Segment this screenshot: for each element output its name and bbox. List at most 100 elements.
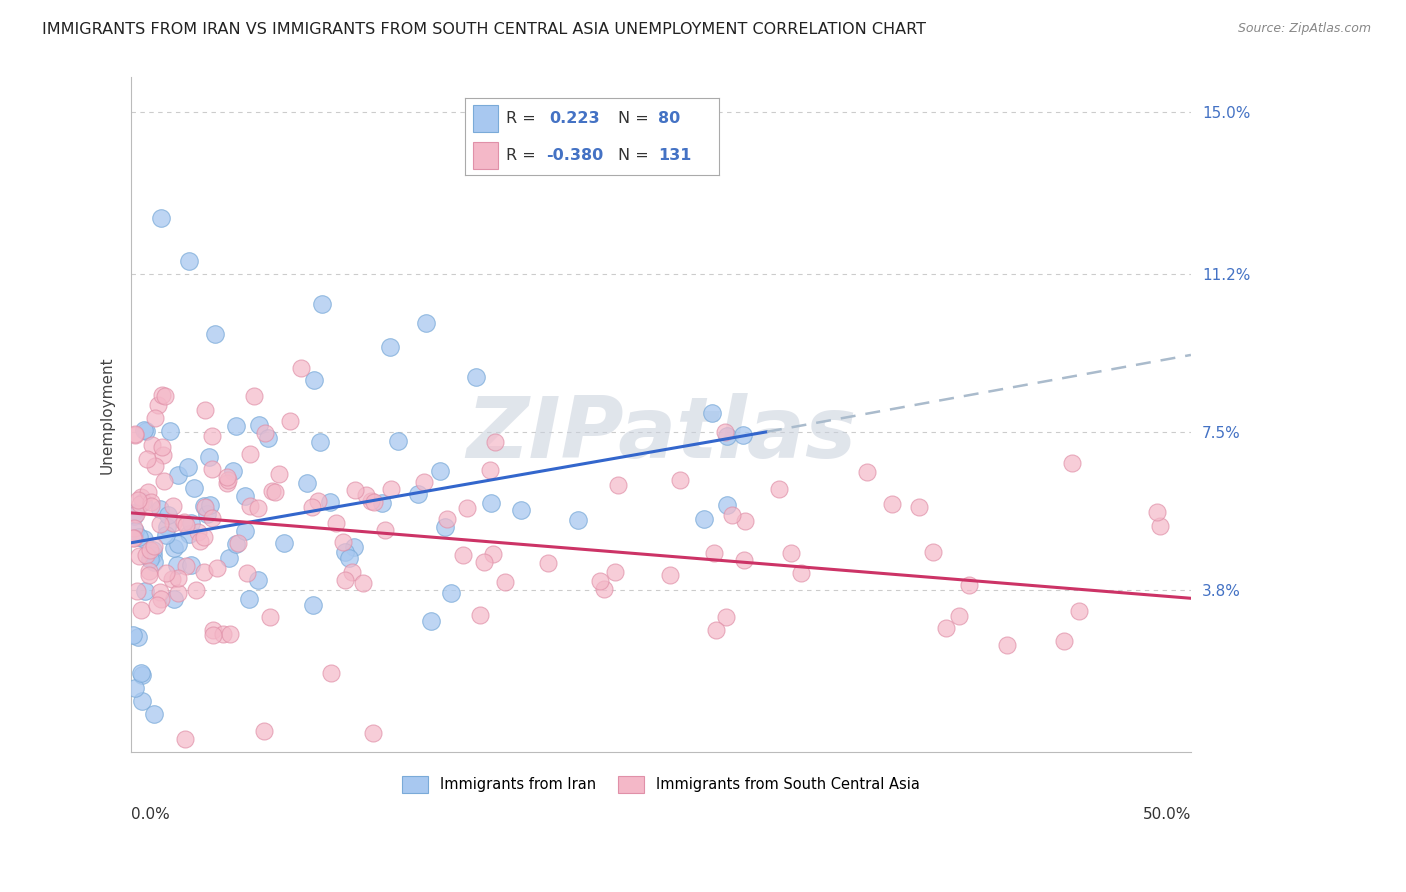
Point (440, 586, 463, 600)
Point (136, 485, 159, 500)
Point (325, 516, 347, 531)
Point (162, 516, 184, 531)
Point (304, 373, 326, 387)
Point (122, 531, 145, 545)
Point (167, 585, 190, 599)
Point (124, 681, 146, 695)
Point (193, 565, 215, 579)
Point (183, 481, 205, 495)
Point (127, 631, 149, 645)
Point (143, 555, 166, 569)
Point (247, 573, 270, 587)
Point (194, 403, 217, 417)
Point (603, 565, 626, 579)
Point (352, 576, 374, 591)
Point (406, 487, 429, 501)
Point (138, 567, 160, 582)
Point (139, 495, 162, 509)
Point (179, 558, 201, 573)
Point (179, 527, 201, 541)
Point (668, 473, 690, 487)
Point (177, 254, 200, 268)
Point (1053, 633, 1076, 648)
Point (149, 516, 172, 531)
Point (131, 668, 153, 682)
Point (128, 497, 150, 511)
Point (201, 628, 224, 642)
Point (225, 537, 247, 551)
Point (380, 340, 402, 354)
Point (239, 500, 262, 514)
Point (135, 548, 157, 562)
Point (456, 501, 478, 516)
Point (128, 530, 150, 544)
Point (122, 628, 145, 642)
Point (333, 573, 356, 587)
Point (150, 388, 173, 402)
Point (150, 591, 173, 606)
Point (201, 428, 224, 442)
Point (957, 578, 980, 592)
Point (420, 614, 443, 628)
Point (253, 723, 276, 738)
Point (434, 519, 457, 533)
Y-axis label: Unemployment: Unemployment (100, 356, 114, 474)
Point (509, 503, 531, 517)
Point (125, 584, 148, 599)
Point (371, 496, 394, 510)
Point (193, 500, 215, 514)
Point (537, 556, 560, 570)
Point (479, 495, 502, 509)
Point (156, 508, 179, 522)
Point (125, 507, 148, 521)
Point (780, 545, 803, 559)
Point (142, 543, 165, 558)
Point (387, 434, 409, 449)
Point (127, 492, 149, 507)
Point (222, 464, 245, 478)
Point (131, 694, 153, 708)
Point (768, 482, 790, 496)
Point (307, 493, 329, 508)
Point (246, 501, 269, 516)
Point (1146, 505, 1168, 519)
Point (716, 498, 738, 512)
Point (218, 551, 240, 566)
Point (335, 545, 357, 559)
Point (226, 535, 249, 549)
Legend: Immigrants from Iran, Immigrants from South Central Asia: Immigrants from Iran, Immigrants from So… (396, 770, 925, 798)
Point (139, 499, 162, 513)
Point (332, 535, 354, 549)
Point (922, 545, 945, 559)
Point (225, 418, 247, 433)
Point (238, 592, 260, 607)
Point (122, 531, 145, 545)
Point (122, 508, 145, 523)
Point (135, 424, 157, 438)
Point (309, 434, 332, 449)
Point (166, 558, 188, 573)
Point (464, 370, 486, 384)
Point (129, 603, 152, 617)
Point (415, 316, 437, 330)
Point (278, 414, 301, 428)
Point (593, 582, 616, 596)
Point (290, 360, 312, 375)
Point (235, 566, 257, 580)
Point (256, 432, 278, 446)
Point (163, 541, 186, 555)
Point (138, 543, 160, 558)
Point (714, 425, 737, 439)
Point (267, 467, 290, 481)
Point (167, 571, 190, 585)
Point (360, 494, 382, 508)
Point (1060, 456, 1083, 470)
Point (155, 566, 177, 580)
Text: Source: ZipAtlas.com: Source: ZipAtlas.com (1237, 22, 1371, 36)
Point (167, 467, 190, 482)
Point (481, 547, 503, 561)
Point (253, 426, 276, 441)
Point (200, 498, 222, 512)
Point (149, 584, 172, 599)
Point (429, 464, 451, 478)
